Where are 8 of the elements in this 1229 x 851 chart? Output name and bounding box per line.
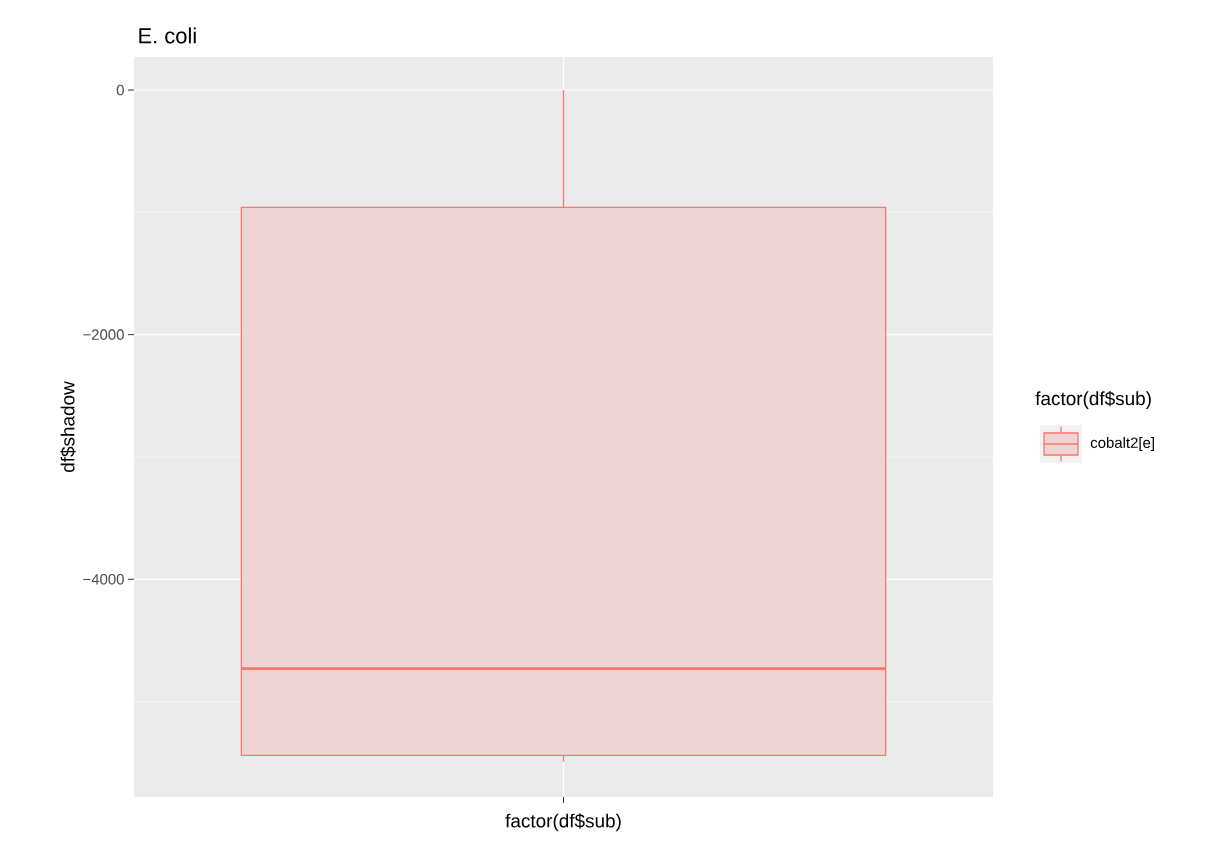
x-axis-title: factor(df$sub) <box>505 813 621 832</box>
legend-title: factor(df$sub) <box>1035 391 1151 409</box>
y-axis-title: df$shadow <box>60 381 76 472</box>
y-tick-label: −2000 <box>83 329 124 340</box>
y-tick-label: 0 <box>116 84 124 96</box>
y-tick-label: −4000 <box>83 573 124 585</box>
chart-title: E. coli <box>139 27 196 44</box>
legend-label: cobalt2[e] <box>1090 437 1154 451</box>
